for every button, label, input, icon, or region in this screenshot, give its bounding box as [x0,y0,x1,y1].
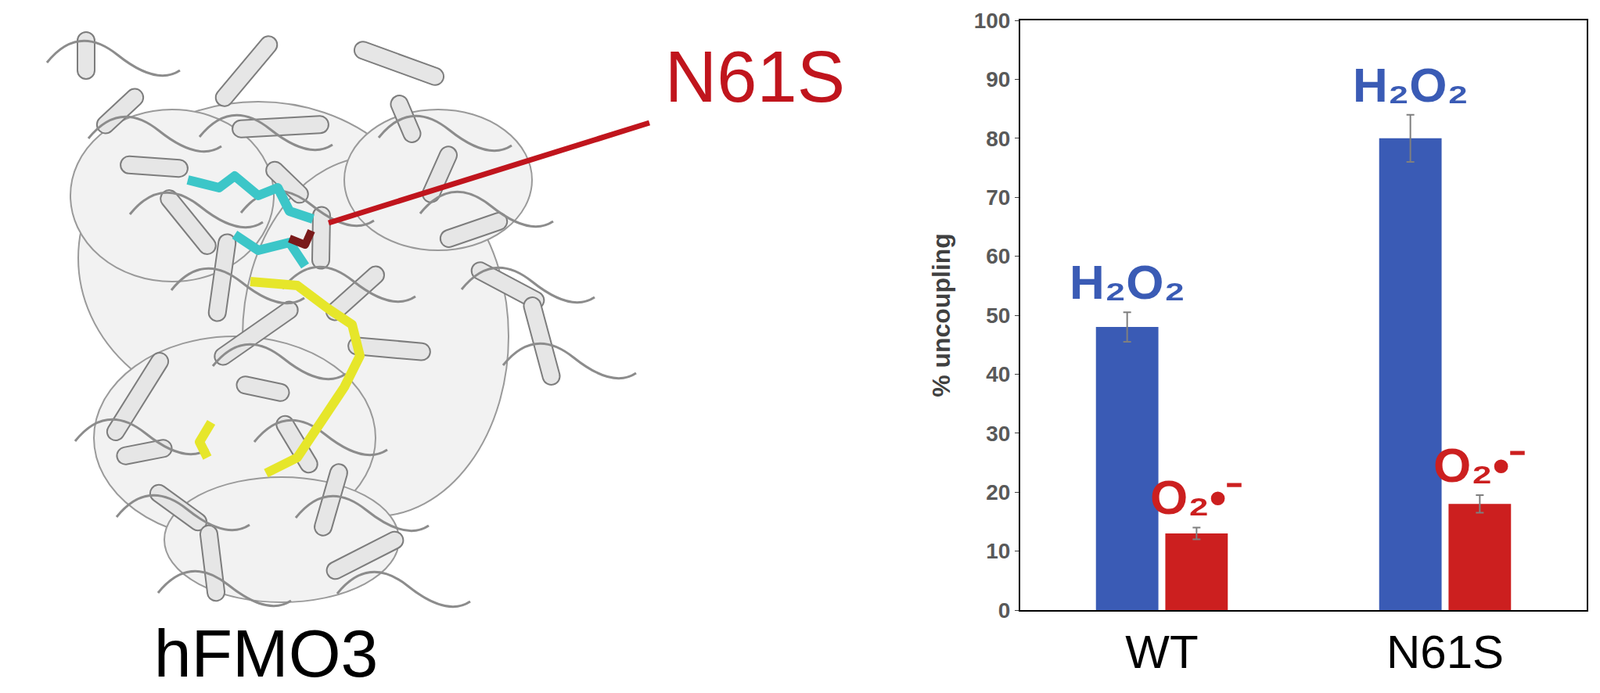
svg-text:H₂O₂: H₂O₂ [1069,255,1186,310]
svg-text:60: 60 [985,244,1011,269]
svg-text:80: 80 [985,126,1011,152]
svg-text:hFMO3: hFMO3 [154,615,379,691]
svg-text:100: 100 [974,8,1011,33]
svg-text:10: 10 [985,539,1011,564]
svg-text:WT: WT [1125,625,1198,679]
svg-text:40: 40 [985,362,1011,387]
svg-text:O₂•⁻: O₂•⁻ [1150,470,1243,525]
svg-text:70: 70 [985,185,1011,210]
svg-text:30: 30 [985,421,1011,446]
svg-text:N61S: N61S [665,36,845,117]
svg-text:0: 0 [998,598,1011,623]
svg-text:H₂O₂: H₂O₂ [1352,57,1469,112]
svg-text:50: 50 [985,303,1011,328]
svg-text:90: 90 [985,67,1011,92]
svg-text:20: 20 [985,480,1011,505]
svg-text:O₂•⁻: O₂•⁻ [1433,438,1526,493]
svg-text:% uncoupling: % uncoupling [927,233,956,398]
svg-text:N61S: N61S [1386,625,1504,679]
